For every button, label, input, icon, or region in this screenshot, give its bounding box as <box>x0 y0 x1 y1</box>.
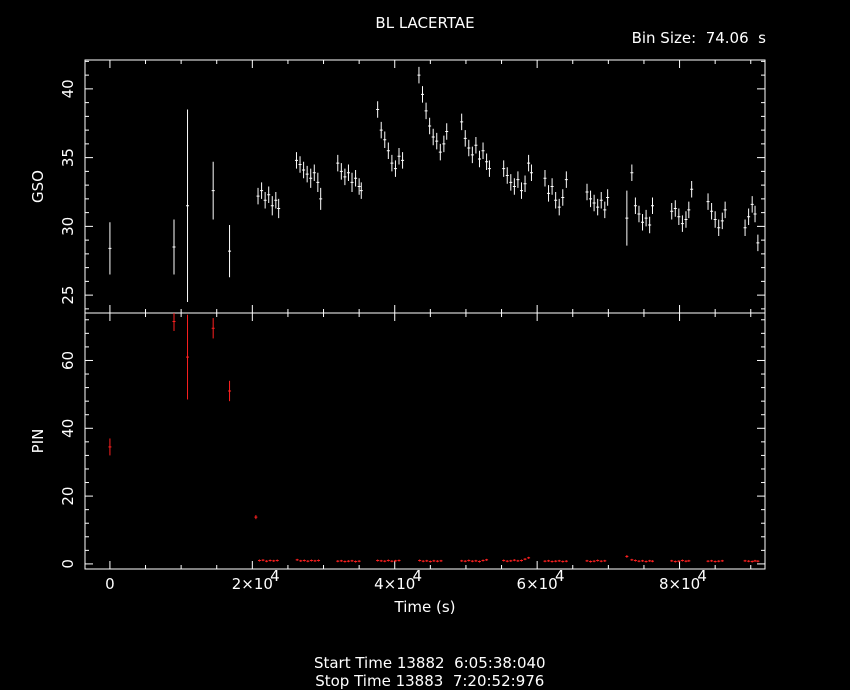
time-range-footer: Start Time 13882 6:05:38:040 Stop Time 1… <box>0 636 850 690</box>
gso-ytick-label: 35 <box>59 148 77 167</box>
x-tick-label: 0 <box>105 575 115 593</box>
chart-title: BL LACERTAE <box>375 14 475 32</box>
x-tick-exponent: 4 <box>413 567 423 585</box>
bin-size-label: Bin Size: 74.06 s <box>631 29 766 47</box>
x-tick-exponent: 4 <box>697 567 707 585</box>
pin-ytick-label: 40 <box>59 419 77 438</box>
gso-ytick-label: 30 <box>59 217 77 236</box>
gso-ytick-label: 25 <box>59 286 77 305</box>
stop-time-label: Stop Time 13883 7:20:52:976 <box>315 672 545 690</box>
gso-y-axis-label: GSO <box>29 170 47 203</box>
pin-ytick-label: 0 <box>59 559 77 569</box>
x-tick-label: 6×10 <box>517 575 558 593</box>
pin-panel-frame <box>84 312 766 570</box>
pin-ytick-label: 20 <box>59 487 77 506</box>
x-tick-label: 4×10 <box>374 575 415 593</box>
x-tick-label: 8×10 <box>659 575 700 593</box>
pin-y-axis-label: PIN <box>29 429 47 454</box>
x-axis-label: Time (s) <box>394 598 456 616</box>
gso-panel-frame <box>84 59 766 314</box>
x-tick-exponent: 4 <box>270 567 280 585</box>
gso-ytick-label: 40 <box>59 79 77 98</box>
start-time-label: Start Time 13882 6:05:38:040 <box>313 654 546 672</box>
x-tick-label: 2×10 <box>232 575 273 593</box>
pin-ytick-label: 60 <box>59 351 77 370</box>
x-tick-exponent: 4 <box>555 567 565 585</box>
